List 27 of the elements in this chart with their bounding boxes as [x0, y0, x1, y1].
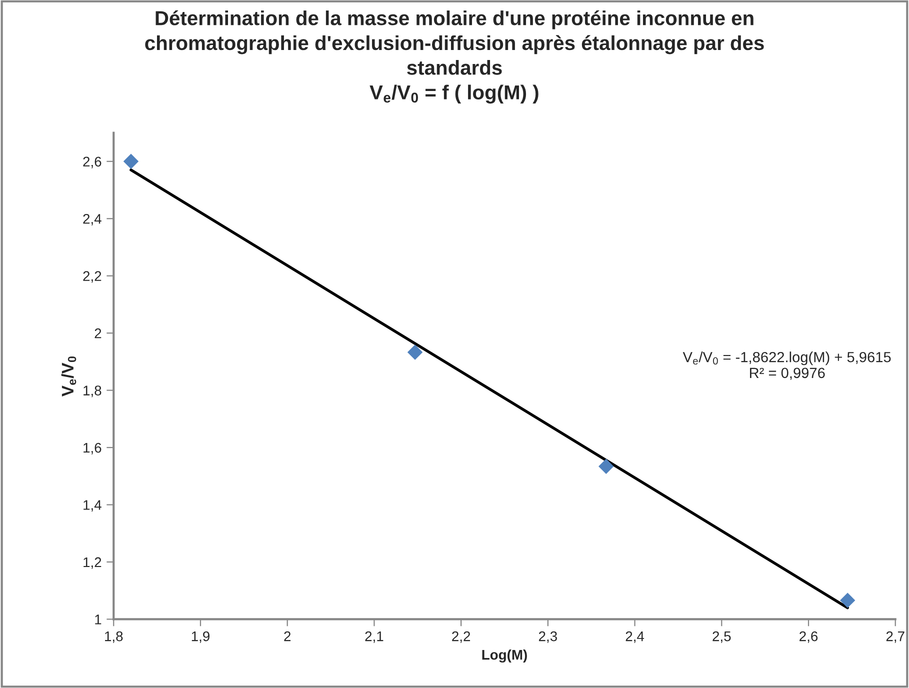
y-axis-title: V$_{e}$/V$_{0}$ [61, 356, 76, 396]
x-tick-label: 2 [284, 631, 291, 642]
x-tick-label: 2,2 [452, 631, 470, 643]
x-tick-label: 1,8 [105, 631, 123, 643]
x-tick-label: 2,7 [886, 631, 904, 643]
y-tick-label: 1,4 [84, 500, 102, 512]
y-tick-label: 2,2 [83, 271, 102, 283]
x-tick-label: 2,4 [626, 631, 644, 643]
chart-title: Détermination de la masse molaire d'une protéine inconnue en chromatographie d'exclusion-diffusion après étalonnage par des standards V$_{e}$/V$_{0}$ = f ( log(M) ) [145, 10, 764, 104]
x-tick-label: 2,3 [538, 631, 557, 643]
x-tick-label: 1,9 [192, 631, 210, 643]
x-axis-title: Log(M) [482, 650, 527, 663]
x-tick-label: 2,5 [712, 631, 731, 643]
y-tick-label: 2 [94, 328, 102, 338]
y-tick-label: 1 [95, 614, 102, 624]
x-tick-label: 2,6 [800, 631, 818, 643]
y-tick-label: 1,8 [84, 386, 102, 398]
x-tick-label: 2,1 [365, 631, 384, 643]
point [598, 458, 614, 474]
annotation: V$_{e}$/V$_{0}$ = -1,8622.log(M) + 5,9615 R² = 0,9976 [682, 352, 891, 380]
point [123, 154, 139, 170]
y-tick-label: 2,4 [83, 214, 102, 226]
y-tick-label: 1,6 [84, 442, 102, 454]
y-tick-label: 1,2 [84, 557, 102, 569]
y-tick-label: 2,6 [83, 156, 102, 168]
point [840, 592, 856, 608]
point [407, 344, 423, 360]
